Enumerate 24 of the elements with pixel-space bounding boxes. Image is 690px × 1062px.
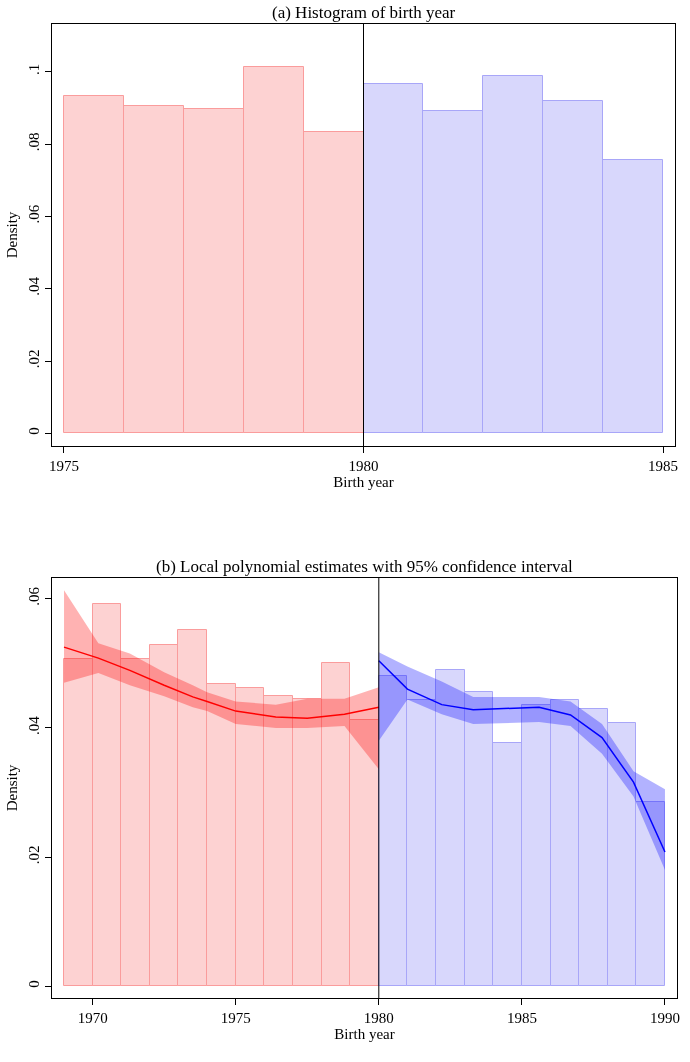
- x-tick-label: 1980: [363, 1010, 394, 1026]
- y-tick-label: .06: [26, 204, 42, 224]
- x-tick-label: 1980: [348, 458, 379, 474]
- x-tick-label: 1970: [77, 1010, 108, 1026]
- x-axis-title: Birth year: [334, 1026, 395, 1042]
- x-tick-label: 1975: [220, 1010, 251, 1026]
- y-tick-label: 0: [26, 980, 42, 988]
- y-tick-label: .04: [26, 276, 42, 296]
- x-axis-title: Birth year: [333, 474, 394, 490]
- y-tick-label: .06: [26, 586, 42, 606]
- chart-title: (b) Local polynomial estimates with 95% confidence interval: [156, 557, 574, 576]
- y-tick-label: .02: [26, 349, 42, 369]
- x-tick-label: 1985: [648, 458, 679, 474]
- y-tick-label: 0: [26, 427, 42, 435]
- x-tick-label: 1985: [506, 1010, 537, 1026]
- x-tick-label: 1975: [48, 458, 79, 474]
- chart-title: (a) Histogram of birth year: [272, 3, 456, 22]
- y-axis-title: Density: [4, 764, 21, 812]
- x-tick-label: 1990: [649, 1010, 680, 1026]
- y-tick-label: .08: [26, 132, 42, 152]
- y-axis-title: Density: [4, 211, 21, 259]
- y-tick-label: .02: [26, 845, 42, 865]
- y-tick-label: .1: [26, 63, 42, 76]
- y-tick-label: .04: [26, 715, 42, 736]
